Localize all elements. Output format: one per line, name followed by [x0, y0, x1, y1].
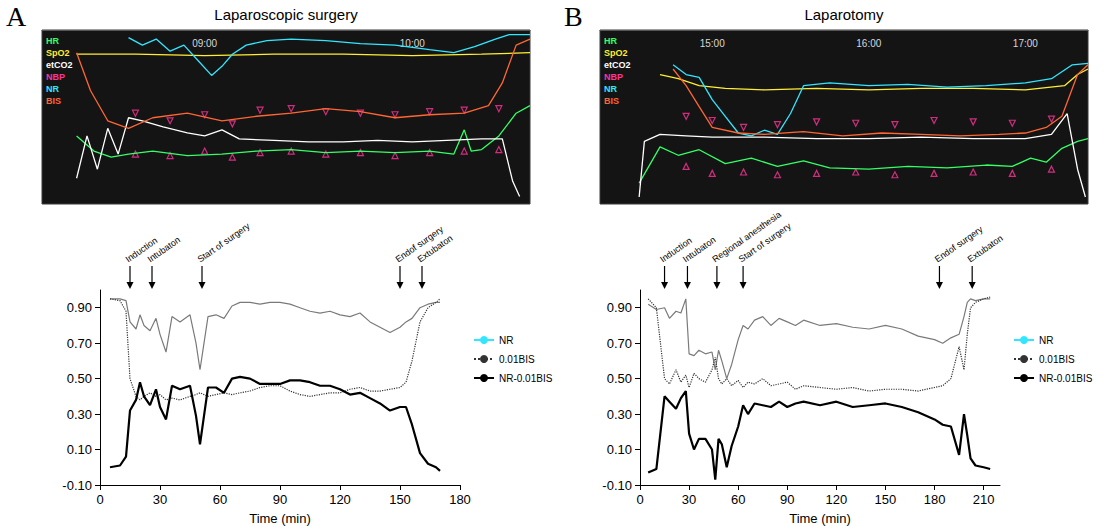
svg-text:0.30: 0.30	[607, 407, 632, 422]
svg-text:NR: NR	[1039, 335, 1053, 346]
svg-text:10:00: 10:00	[399, 37, 425, 49]
svg-text:Start of surgery: Start of surgery	[737, 221, 794, 265]
svg-text:etCO2: etCO2	[604, 60, 631, 70]
svg-text:90: 90	[780, 492, 794, 507]
svg-text:Extubaton: Extubaton	[966, 233, 1005, 264]
svg-text:180: 180	[449, 492, 471, 507]
svg-text:0.01BIS: 0.01BIS	[1039, 354, 1075, 365]
svg-text:60: 60	[213, 492, 227, 507]
svg-text:Laparoscopic surgery: Laparoscopic surgery	[214, 6, 358, 23]
svg-text:0.70: 0.70	[67, 336, 92, 351]
svg-text:NR: NR	[499, 335, 513, 346]
svg-text:180: 180	[924, 492, 946, 507]
svg-text:BIS: BIS	[46, 96, 61, 106]
svg-text:NR: NR	[46, 84, 59, 94]
svg-text:HR: HR	[46, 36, 59, 46]
svg-text:etCO2: etCO2	[46, 60, 73, 70]
svg-text:150: 150	[389, 492, 411, 507]
svg-text:Start of surgery: Start of surgery	[196, 221, 253, 265]
svg-text:16:00: 16:00	[856, 38, 881, 49]
svg-text:Time (min): Time (min)	[249, 511, 311, 526]
svg-text:30: 30	[153, 492, 167, 507]
svg-text:Extubaton: Extubaton	[416, 233, 455, 264]
svg-text:15:00: 15:00	[700, 38, 725, 49]
svg-text:0.50: 0.50	[607, 371, 632, 386]
svg-text:0.10: 0.10	[67, 442, 92, 457]
svg-text:30: 30	[682, 492, 696, 507]
svg-text:0.30: 0.30	[67, 407, 92, 422]
svg-text:0: 0	[636, 492, 643, 507]
svg-text:Endof surgery: Endof surgery	[933, 224, 985, 265]
svg-text:Laparotomy: Laparotomy	[804, 6, 884, 23]
svg-text:Time (min): Time (min)	[789, 511, 851, 526]
svg-text:60: 60	[731, 492, 745, 507]
svg-text:0.70: 0.70	[607, 336, 632, 351]
svg-text:0.10: 0.10	[607, 442, 632, 457]
svg-text:-0.10: -0.10	[602, 478, 632, 493]
svg-text:210: 210	[973, 492, 995, 507]
svg-text:0.50: 0.50	[67, 371, 92, 386]
svg-text:09:00: 09:00	[192, 38, 217, 49]
svg-text:NBP: NBP	[46, 72, 65, 82]
svg-text:Induction: Induction	[658, 235, 694, 265]
svg-text:Intubaton: Intubaton	[681, 234, 718, 265]
svg-text:NR: NR	[604, 84, 617, 94]
svg-text:0.90: 0.90	[67, 300, 92, 315]
svg-text:90: 90	[273, 492, 287, 507]
svg-text:BIS: BIS	[604, 96, 619, 106]
svg-text:SpO2: SpO2	[604, 48, 628, 58]
svg-text:Regional anesthesia: Regional anesthesia	[710, 209, 783, 265]
svg-text:HR: HR	[604, 36, 617, 46]
svg-text:120: 120	[329, 492, 351, 507]
svg-text:A: A	[6, 1, 27, 32]
svg-text:Induction: Induction	[123, 235, 160, 265]
svg-text:150: 150	[875, 492, 897, 507]
svg-text:B: B	[564, 1, 583, 32]
svg-text:Intubaton: Intubaton	[146, 235, 182, 265]
svg-text:17:00: 17:00	[1013, 38, 1038, 49]
svg-text:-0.10: -0.10	[62, 478, 92, 493]
svg-text:NR-0.01BIS: NR-0.01BIS	[1039, 373, 1093, 384]
svg-text:120: 120	[826, 492, 848, 507]
svg-text:SpO2: SpO2	[46, 48, 70, 58]
svg-text:0.90: 0.90	[607, 300, 632, 315]
svg-text:NR-0.01BIS: NR-0.01BIS	[499, 373, 553, 384]
svg-text:0: 0	[96, 492, 103, 507]
svg-text:Endof surgery: Endof surgery	[393, 224, 446, 265]
svg-text:0.01BIS: 0.01BIS	[499, 354, 535, 365]
svg-text:NBP: NBP	[604, 72, 623, 82]
